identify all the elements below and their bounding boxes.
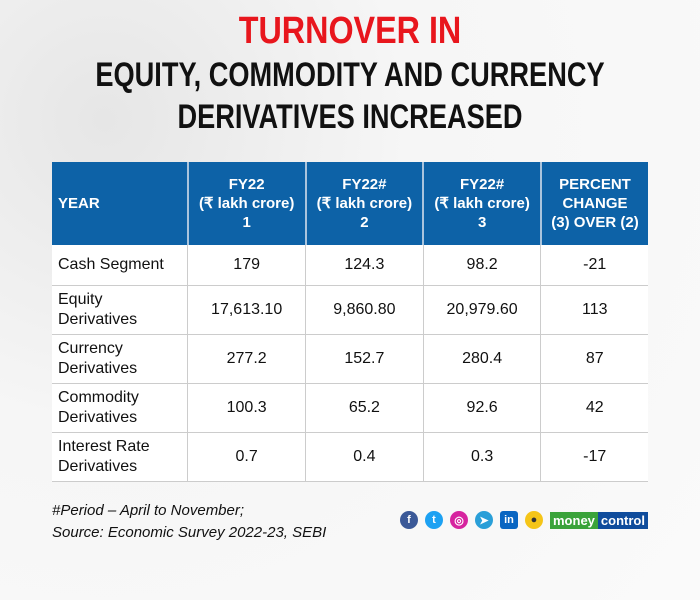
column-header: PERCENT CHANGE (3) OVER (2) (539, 162, 648, 245)
table-cell: -21 (540, 245, 648, 286)
koo-icon[interactable]: ● (525, 511, 543, 529)
header-text: FY22# (342, 176, 387, 193)
table-row: Cash Segment 179 124.3 98.2 -21 (52, 245, 648, 286)
column-header: YEAR (52, 162, 188, 245)
moneycontrol-logo: money control (550, 511, 648, 529)
table-cell: 277.2 (187, 334, 306, 384)
row-label-text: Equity (58, 291, 103, 308)
header-text: (₹ lakh crore) (316, 195, 413, 212)
instagram-icon[interactable]: ◎ (450, 511, 468, 529)
logo-part: money (550, 511, 598, 529)
table-row: Interest Rate Derivatives 0.7 0.4 0.3 -17 (52, 432, 648, 482)
social-icons: f t ◎ ➤ in ● money control (400, 511, 648, 529)
header-text: 3 (477, 214, 487, 231)
title-line-1: TURNOVER IN (238, 10, 462, 52)
table-cell: 87 (540, 334, 648, 384)
row-label: Commodity Derivatives (52, 383, 188, 433)
row-label-text: Currency (58, 340, 123, 357)
header-text: (3) OVER (2) (551, 214, 639, 231)
facebook-icon[interactable]: f (400, 511, 418, 529)
table-cell: 179 (187, 245, 306, 286)
header-text: 1 (242, 214, 251, 231)
table-cell: -17 (540, 432, 648, 482)
footnote: #Period – April to November; Source: Eco… (52, 500, 326, 544)
header-text: (₹ lakh crore) (198, 195, 295, 212)
table-cell: 17,613.10 (187, 285, 306, 335)
turnover-table: YEAR FY22 (₹ lakh crore) 1 FY22# (₹ lakh cror… (52, 162, 648, 482)
header-text: 2 (360, 214, 369, 231)
header-text: FY22 (228, 176, 265, 193)
table-cell: 0.4 (305, 432, 424, 482)
logo-part: control (597, 511, 648, 529)
row-label-text: Derivatives (58, 360, 138, 377)
linkedin-icon[interactable]: in (500, 511, 518, 529)
row-label-text: Commodity (58, 389, 139, 406)
column-header: FY22# (₹ lakh crore) 3 (422, 162, 541, 245)
table-row: Commodity Derivatives 100.3 65.2 92.6 42 (52, 383, 648, 433)
title-line-2: EQUITY, COMMODITY AND CURRENCY DERIVATIVE… (70, 54, 630, 138)
row-label-text: Derivatives (58, 409, 138, 426)
source-note: Source: Economic Survey 2022-23, SEBI (52, 524, 327, 541)
table-cell: 0.3 (422, 432, 541, 482)
table-cell: 92.6 (422, 383, 541, 433)
row-label: Currency Derivatives (52, 334, 188, 384)
header-text: (₹ lakh crore) (434, 195, 530, 212)
header-text: FY22# (460, 176, 505, 193)
table-cell: 100.3 (187, 383, 306, 433)
row-label-text: Derivatives (58, 311, 138, 328)
telegram-icon[interactable]: ➤ (475, 511, 493, 529)
table-cell: 9,860.80 (305, 285, 424, 335)
row-label-text: Cash Segment (58, 256, 164, 273)
row-label: Interest Rate Derivatives (52, 432, 188, 482)
table-cell: 42 (540, 383, 648, 433)
table-cell: 124.3 (305, 245, 424, 286)
header-text: CHANGE (562, 195, 628, 212)
table-row: Equity Derivatives 17,613.10 9,860.80 20,979… (52, 285, 648, 335)
table-cell: 113 (540, 285, 648, 335)
title-text: EQUITY, COMMODITY AND CURRENCY (95, 56, 605, 94)
period-note: #Period – April to November; (52, 502, 245, 519)
table-cell: 152.7 (305, 334, 424, 384)
table-cell: 0.7 (187, 432, 306, 482)
header-text: YEAR (58, 195, 100, 212)
row-label: Cash Segment (52, 245, 188, 286)
table-cell: 20,979.60 (422, 285, 541, 335)
column-header: FY22 (₹ lakh crore) 1 (186, 162, 306, 245)
table-row: Currency Derivatives 277.2 152.7 280.4 87 (52, 334, 648, 384)
twitter-icon[interactable]: t (425, 511, 443, 529)
row-label: Equity Derivatives (52, 285, 188, 335)
row-label-text: Interest Rate (58, 438, 150, 455)
table-cell: 280.4 (422, 334, 541, 384)
table-cell: 98.2 (422, 245, 541, 286)
header-text: PERCENT (559, 176, 631, 193)
title-text: DERIVATIVES INCREASED (177, 98, 523, 136)
column-header: FY22# (₹ lakh crore) 2 (304, 162, 424, 245)
table-cell: 65.2 (305, 383, 424, 433)
row-label-text: Derivatives (58, 458, 138, 475)
